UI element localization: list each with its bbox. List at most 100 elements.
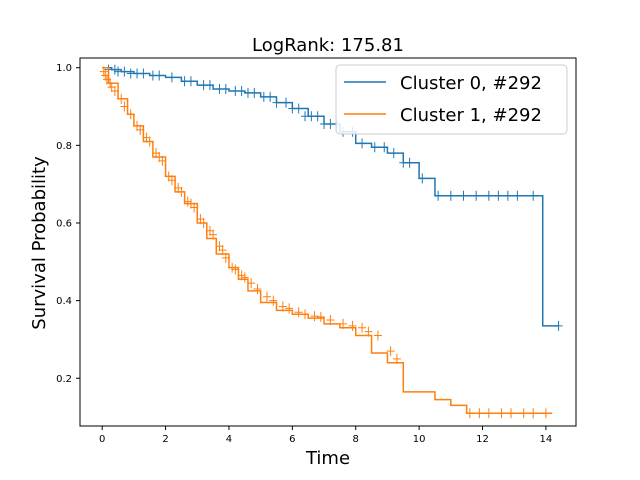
censor-mark	[262, 291, 271, 302]
censor-mark	[142, 132, 151, 143]
censor-mark	[392, 353, 401, 364]
censor-mark	[209, 229, 218, 240]
censor-mark	[484, 190, 493, 201]
censor-mark	[494, 190, 503, 201]
axes-frame	[79, 57, 577, 427]
censor-mark	[418, 173, 427, 184]
y-tick-label: 0.2	[56, 374, 72, 385]
censor-mark	[348, 320, 357, 331]
censor-mark	[529, 190, 538, 201]
censor-mark	[380, 142, 389, 153]
censor-mark	[205, 80, 214, 91]
censor-mark	[117, 93, 126, 104]
censor-mark	[503, 190, 512, 201]
x-tick-label: 6	[289, 434, 295, 445]
censor-mark	[358, 322, 367, 333]
censor-mark	[136, 124, 145, 135]
censor-mark	[107, 82, 116, 93]
censor-mark	[266, 91, 275, 102]
censor-mark	[434, 190, 443, 201]
censor-mark	[301, 309, 310, 320]
y-tick-label: 1.0	[56, 63, 72, 74]
censor-mark	[529, 408, 538, 419]
censor-mark	[285, 303, 294, 314]
censor-mark	[358, 138, 367, 149]
censor-mark	[364, 326, 373, 337]
y-tick-label: 0.8	[56, 141, 72, 152]
censor-mark	[205, 225, 214, 236]
censor-mark	[218, 245, 227, 256]
censor-mark	[507, 408, 516, 419]
plot-area	[99, 64, 563, 419]
censor-mark	[158, 155, 167, 166]
censor-mark	[472, 190, 481, 201]
censor-mark	[475, 408, 484, 419]
censor-mark	[405, 157, 414, 168]
censor-mark	[152, 148, 161, 159]
censor-mark	[228, 262, 237, 273]
censor-mark	[120, 101, 129, 112]
axis-ticks: 0 2 4 6 8 10 12 14 0.2 0.4 0.6 0.8 1.0	[56, 63, 552, 445]
censor-mark	[167, 72, 176, 83]
censor-mark	[199, 217, 208, 228]
legend-box	[335, 64, 568, 135]
series-line-cluster-1	[102, 66, 553, 414]
censor-mark	[541, 408, 550, 419]
censor-mark	[497, 408, 506, 419]
censor-mark	[126, 109, 135, 120]
censor-mark	[465, 408, 474, 419]
censor-mark	[186, 198, 195, 209]
censor-mark	[110, 64, 119, 75]
censor-mark	[386, 346, 395, 357]
censor-mark	[106, 78, 115, 89]
censor-mark	[196, 214, 205, 225]
censor-mark	[313, 111, 322, 122]
censor-mark	[101, 70, 110, 81]
legend: Cluster 0, #292 Cluster 1, #292	[335, 64, 568, 135]
censor-mark	[247, 278, 256, 289]
censor-mark	[231, 264, 240, 275]
censor-mark	[221, 84, 230, 95]
censor-mark	[183, 196, 192, 207]
censor-mark	[164, 171, 173, 182]
censor-mark	[155, 70, 164, 81]
y-tick-label: 0.4	[56, 296, 72, 307]
censor-mark	[278, 301, 287, 312]
censor-mark	[554, 320, 563, 331]
censor-mark	[272, 97, 281, 108]
censor-mark	[513, 190, 522, 201]
x-axis-label: Time	[305, 448, 350, 469]
x-tick-label: 14	[540, 434, 553, 445]
censor-mark	[294, 103, 303, 114]
censor-mark	[459, 190, 468, 201]
censor-mark	[174, 183, 183, 194]
censor-mark	[269, 295, 278, 306]
censor-mark	[120, 66, 129, 77]
x-tick-label: 0	[99, 434, 105, 445]
censor-mark	[237, 85, 246, 96]
censor-mark	[310, 311, 319, 322]
x-tick-label: 2	[162, 434, 168, 445]
censor-mark	[190, 202, 199, 213]
censor-mark	[133, 120, 142, 131]
censor-mark	[253, 283, 262, 294]
censor-mark	[99, 66, 108, 77]
x-tick-label: 12	[476, 434, 489, 445]
chart-title: LogRank: 175.81	[252, 35, 404, 56]
y-axis-label: Survival Probability	[29, 156, 50, 330]
legend-label: Cluster 0, #292	[400, 73, 542, 94]
censor-mark	[519, 408, 528, 419]
censor-mark	[186, 76, 195, 87]
censor-mark	[484, 408, 493, 419]
censor-mark	[145, 136, 154, 147]
y-tick-label: 0.6	[56, 218, 72, 229]
censor-mark	[339, 318, 348, 329]
censor-mark	[294, 307, 303, 318]
x-tick-label: 10	[413, 434, 426, 445]
censor-mark	[240, 272, 249, 283]
censor-mark	[221, 252, 230, 263]
censor-mark	[155, 151, 164, 162]
censor-mark	[177, 186, 186, 197]
censor-mark	[167, 175, 176, 186]
censor-mark	[110, 85, 119, 96]
